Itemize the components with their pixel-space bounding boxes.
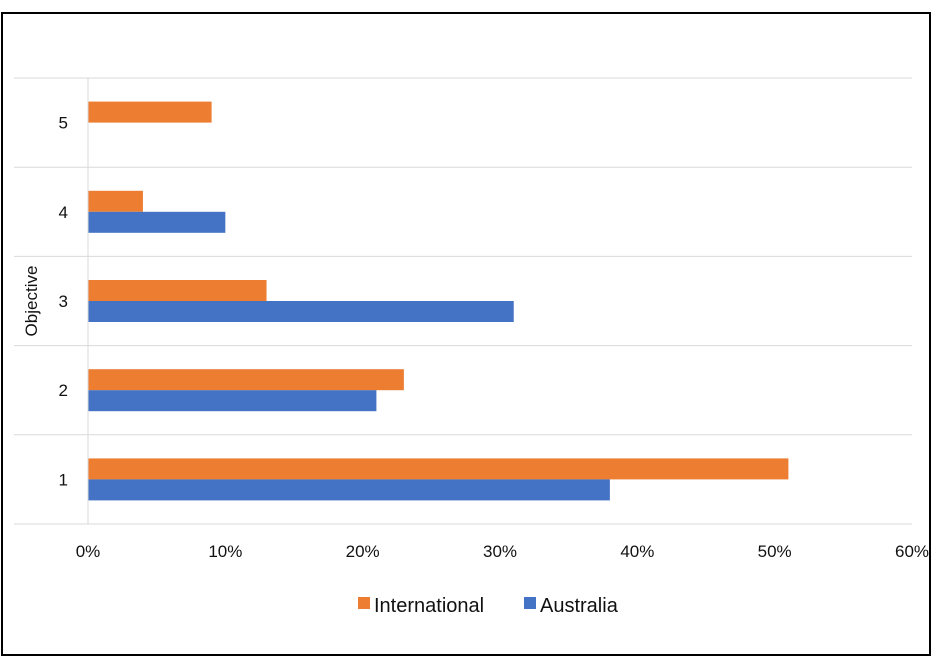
x-tick-label: 30% (483, 542, 517, 561)
bar-international-2 (88, 369, 404, 391)
bar-australia-2 (88, 390, 377, 412)
y-tick-label: 3 (59, 292, 68, 311)
legend-label-international: International (374, 595, 484, 617)
x-tick-label: 10% (208, 542, 242, 561)
bar-international-4 (88, 190, 143, 212)
x-tick-label: 0% (76, 542, 101, 561)
y-tick-label: 1 (59, 470, 68, 489)
y-tick-label: 5 (59, 114, 68, 133)
gridlines (14, 77, 912, 525)
y-axis-title: Objective (22, 266, 41, 337)
bars (88, 101, 789, 501)
bar-international-1 (88, 458, 789, 480)
bar-australia-4 (88, 211, 226, 233)
legend-swatch-australia (524, 597, 536, 609)
bar-international-3 (88, 280, 267, 301)
legend: International Australia (358, 595, 619, 617)
bar-australia-3 (88, 301, 514, 322)
y-tick-label: 2 (59, 381, 68, 400)
x-tick-label: 20% (346, 542, 380, 561)
bar-international-5 (88, 101, 212, 123)
legend-label-australia: Australia (540, 595, 619, 617)
bar-australia-1 (88, 479, 610, 501)
x-tick-label: 60% (895, 542, 929, 561)
y-tick-label: 4 (59, 203, 68, 222)
x-tick-label: 50% (758, 542, 792, 561)
legend-swatch-international (358, 597, 370, 609)
x-tick-label: 40% (620, 542, 654, 561)
